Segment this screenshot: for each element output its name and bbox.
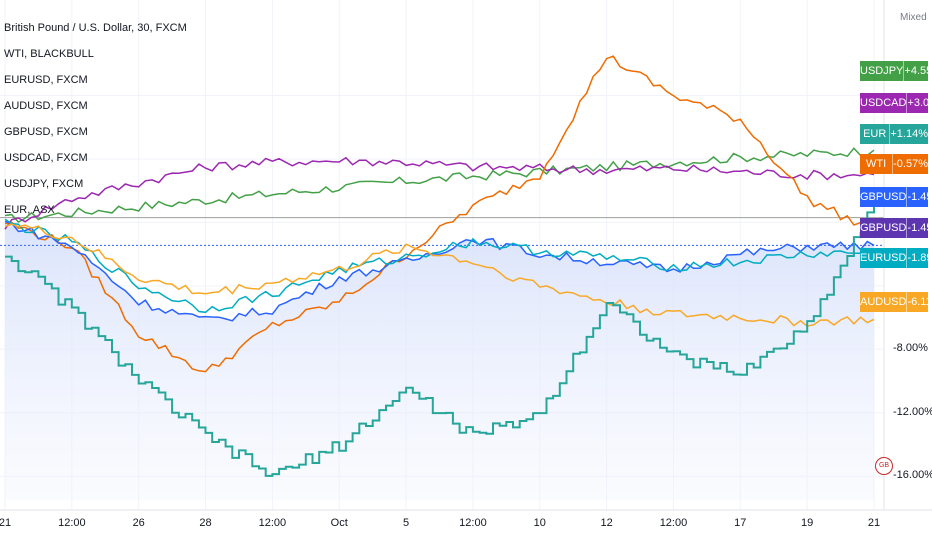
legend-item[interactable]: AUDUSD, FXCM [4, 100, 88, 112]
legend-item[interactable]: EUR, ASX [4, 204, 55, 216]
series-line-eur [5, 204, 875, 477]
x-tick-label: 12:00 [58, 517, 86, 529]
series-line-gbpusd [4, 220, 875, 322]
x-tick-label: Oct [330, 517, 348, 529]
x-tick-label: 21 [867, 517, 881, 529]
legend-item[interactable]: GBPUSD, FXCM [4, 126, 88, 138]
y-tick-label: -12.00% [893, 405, 932, 418]
x-tick-label: 19 [801, 517, 814, 529]
x-tick-label: 28 [199, 517, 212, 529]
x-tick-label: 10 [533, 517, 546, 529]
badge-symbol: EURUSD [860, 248, 908, 268]
x-tick-label: 12:00 [459, 517, 487, 529]
badge-value: -6.11% [907, 296, 932, 308]
x-tick-label: 12 [600, 517, 613, 529]
x-tick-label: 12:00 [258, 517, 287, 529]
x-tick-label: 12:00 [659, 517, 688, 529]
legend-item[interactable]: WTI, BLACKBULL [4, 48, 94, 60]
legend-item[interactable]: EURUSD, FXCM [4, 74, 88, 86]
price-badge: EURUSD-1.89% [860, 248, 932, 268]
x-tick-label: 26 [132, 517, 145, 529]
badge-value: +1.14% [890, 128, 928, 140]
price-badge: USDCAD+3.02% [860, 93, 932, 113]
badge-value: -1.45% [907, 222, 932, 234]
badge-symbol: EUR [860, 124, 891, 144]
price-badge: AUDUSD-6.11% [860, 292, 932, 312]
badge-symbol: WTI [860, 154, 894, 174]
price-badge: GBPUSD-1.45% [860, 218, 932, 238]
series-line-audusd [4, 223, 875, 328]
y-tick-label: -8.00% [893, 342, 928, 355]
price-badge: USDJPY+4.55% [860, 61, 932, 81]
x-tick-label: 5 [403, 517, 410, 529]
legend-item[interactable]: USDCAD, FXCM [4, 152, 88, 164]
price-badge: GBPUSD-1.45% [860, 187, 932, 207]
x-tick-label: 21 [0, 517, 12, 529]
flag-icon[interactable]: GB [875, 457, 893, 475]
badge-value: -1.89% [907, 252, 932, 264]
series-line-usdcad [4, 156, 875, 230]
price-badge: WTI -0.57% [860, 154, 928, 174]
badge-symbol: USDCAD [860, 93, 908, 113]
gbpusd-area-fill [5, 221, 874, 500]
badge-symbol: GBPUSD [860, 218, 908, 238]
badge-value: -1.45% [907, 191, 932, 203]
badge-symbol: USDJPY [860, 61, 905, 81]
badge-symbol: AUDUSD [860, 292, 908, 312]
series-line-eurusd [4, 218, 875, 314]
badge-value: -0.57% [893, 158, 928, 170]
series-line-wti [4, 55, 875, 373]
legend-item[interactable]: British Pound / U.S. Dollar, 30, FXCM [4, 22, 187, 34]
series-line-usdjpy [4, 147, 875, 224]
badge-value: +3.02% [907, 97, 932, 109]
scale-mode-label[interactable]: Mixed [900, 12, 927, 23]
price-badge: EUR +1.14% [860, 124, 928, 144]
x-tick-label: 17 [734, 517, 747, 529]
legend-item[interactable]: USDJPY, FXCM [4, 178, 84, 190]
badge-value: +4.55% [904, 65, 932, 77]
badge-symbol: GBPUSD [860, 187, 908, 207]
y-tick-label: -16.00% [893, 469, 932, 482]
